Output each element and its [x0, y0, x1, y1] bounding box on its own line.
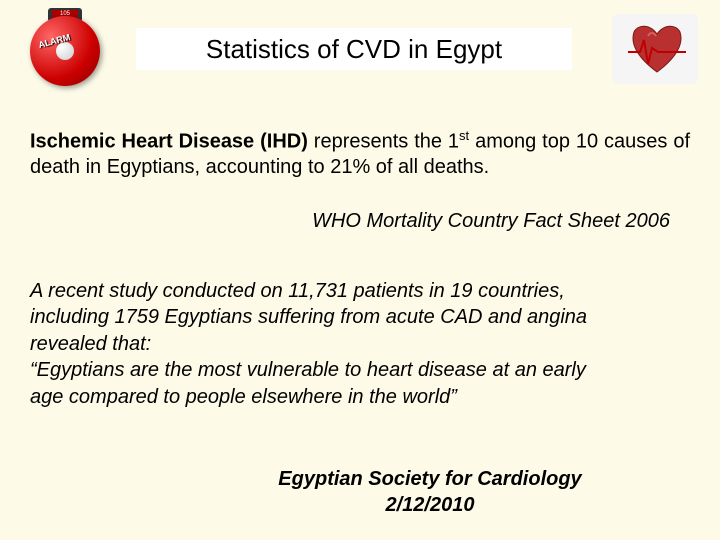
citation-who: WHO Mortality Country Fact Sheet 2006 — [30, 210, 690, 233]
cite2-line1: Egyptian Society for Cardiology — [278, 468, 581, 490]
ihd-term: Ischemic Heart Disease (IHD) — [30, 131, 308, 153]
p1-sup: st — [459, 128, 469, 143]
heart-pulse-icon — [612, 14, 698, 84]
p1-rest: represents the 1 — [308, 131, 459, 153]
p2-line2: including 1759 Egyptians suffering from … — [30, 306, 587, 328]
cite2-line2: 2/12/2010 — [386, 494, 475, 516]
paragraph-1: Ischemic Heart Disease (IHD) represents … — [30, 128, 690, 181]
p2-line4: “Egyptians are the most vulnerable to he… — [30, 359, 586, 381]
paragraph-2: A recent study conducted on 11,731 patie… — [30, 278, 690, 410]
alarm-clock-icon: 105 ALARM — [28, 8, 108, 88]
p2-line5: age compared to people elsewhere in the … — [30, 386, 457, 408]
p2-line1: A recent study conducted on 11,731 patie… — [30, 280, 565, 302]
slide-title: Statistics of CVD in Egypt — [136, 28, 572, 70]
citation-esc: Egyptian Society for Cardiology 2/12/201… — [30, 466, 690, 518]
heart-svg — [628, 22, 686, 76]
p2-line3: revealed that: — [30, 333, 151, 355]
